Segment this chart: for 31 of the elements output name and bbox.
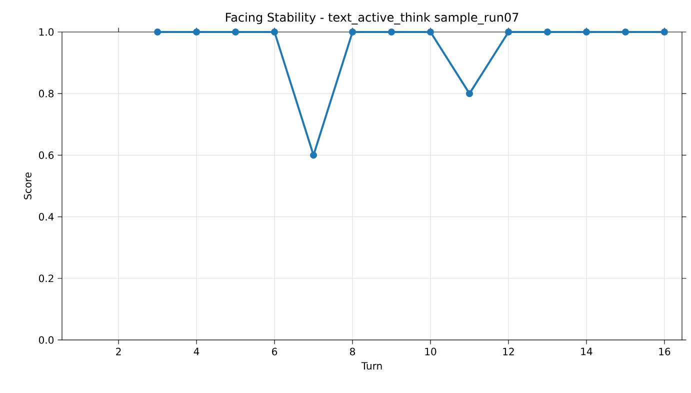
point xyxy=(660,28,668,36)
y-axis-title: Score xyxy=(24,172,32,200)
x-tick-label: 14 xyxy=(581,348,592,356)
point xyxy=(582,28,590,36)
point xyxy=(271,28,278,36)
point xyxy=(622,28,629,36)
chart-title: Facing Stability - text_active_think sample_run07 xyxy=(226,12,518,24)
point xyxy=(504,28,512,36)
x-tick-label: 8 xyxy=(350,348,355,356)
x-axis-title: Turn xyxy=(361,362,382,370)
y-tick-label: 0.2 xyxy=(38,274,54,282)
point xyxy=(349,28,356,36)
x-tick-label: 16 xyxy=(659,348,670,356)
y-tick-label: 0.8 xyxy=(38,90,54,98)
point xyxy=(232,28,240,36)
x-tick-label: 6 xyxy=(272,348,278,356)
point xyxy=(544,28,551,36)
y-tick-label: 0.0 xyxy=(38,336,54,344)
point xyxy=(426,28,434,36)
point xyxy=(466,90,473,98)
y-tick-label: 0.4 xyxy=(38,212,54,221)
x-tick-label: 2 xyxy=(116,348,121,356)
y-tick-label: 1.0 xyxy=(39,28,54,36)
x-tick-label: 4 xyxy=(194,348,200,356)
x-tick-label: 10 xyxy=(425,348,436,356)
y-tick-label: 0.6 xyxy=(38,151,54,159)
point xyxy=(154,28,162,36)
point xyxy=(193,28,200,36)
x-tick-label: 12 xyxy=(503,348,514,356)
point xyxy=(310,152,318,159)
point xyxy=(388,28,395,36)
